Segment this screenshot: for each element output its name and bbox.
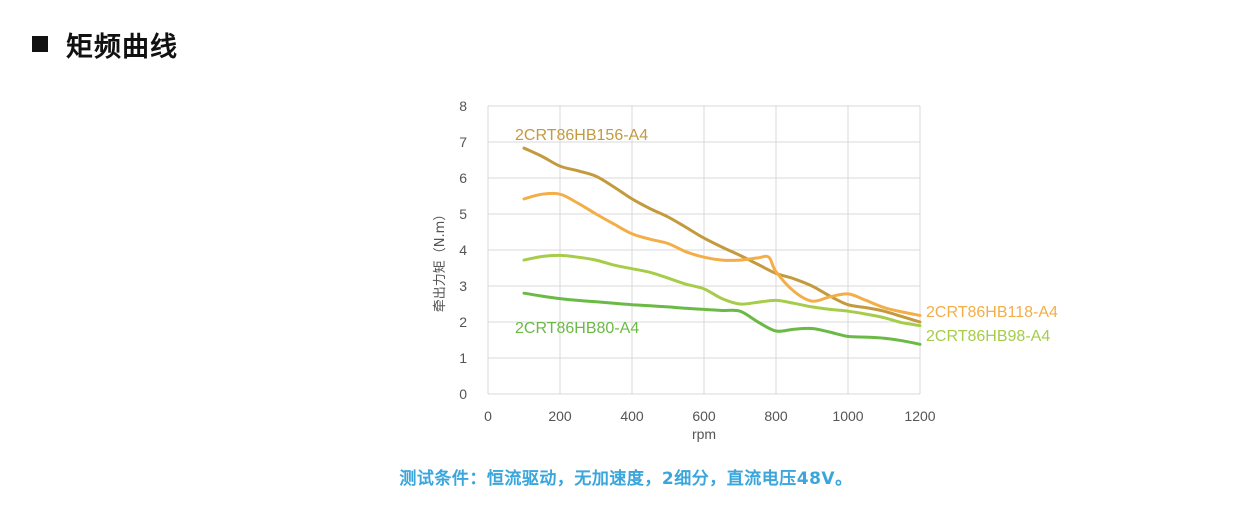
series-line-2crt86hb80-a4 [522, 291, 922, 346]
y-tick-label: 6 [459, 170, 467, 186]
series-labels: 2CRT86HB156-A4 2CRT86HB118-A4 2CRT86HB98-A… [515, 127, 1058, 345]
x-tick-label: 600 [692, 408, 716, 424]
series-label-2crt86hb98-a4: 2CRT86HB98-A4 [926, 328, 1050, 345]
x-tick-label: 200 [548, 408, 572, 424]
section-header: 矩频曲线 [32, 24, 178, 64]
series-line-2crt86hb118-a4 [522, 191, 922, 317]
y-tick-label: 2 [459, 314, 467, 330]
series-label-2crt86hb80-a4: 2CRT86HB80-A4 [515, 320, 639, 337]
series-line-2crt86hb156-a4 [522, 146, 922, 324]
x-tick-label: 1200 [904, 408, 935, 424]
x-tick-label: 0 [484, 408, 492, 424]
y-tick-label: 7 [459, 134, 467, 150]
square-bullet-icon [32, 36, 48, 52]
x-tick-labels: 0 200 400 600 800 1000 1200 [484, 408, 936, 424]
series-label-2crt86hb118-a4: 2CRT86HB118-A4 [926, 304, 1058, 321]
section-title: 矩频曲线 [66, 31, 178, 63]
y-tick-label: 0 [459, 386, 467, 402]
x-tick-label: 1000 [832, 408, 863, 424]
y-tick-label: 3 [459, 278, 467, 294]
chart-grid [487, 105, 921, 395]
y-axis-label: 牵出力矩（N.m） [433, 208, 448, 313]
y-tick-labels: 0 1 2 3 4 5 6 7 8 [459, 98, 467, 402]
y-tick-label: 5 [459, 206, 467, 222]
x-axis-label: rpm [692, 426, 716, 442]
x-tick-label: 800 [764, 408, 788, 424]
series-lines [522, 146, 922, 346]
series-label-2crt86hb156-a4: 2CRT86HB156-A4 [515, 127, 648, 144]
y-tick-label: 1 [459, 350, 467, 366]
x-tick-label: 400 [620, 408, 644, 424]
y-tick-label: 8 [459, 98, 467, 114]
test-conditions-text: 测试条件：恒流驱动，无加速度，2细分，直流电压48V。 [399, 469, 853, 489]
y-tick-label: 4 [459, 242, 467, 258]
series-line-2crt86hb98-a4 [522, 253, 922, 328]
